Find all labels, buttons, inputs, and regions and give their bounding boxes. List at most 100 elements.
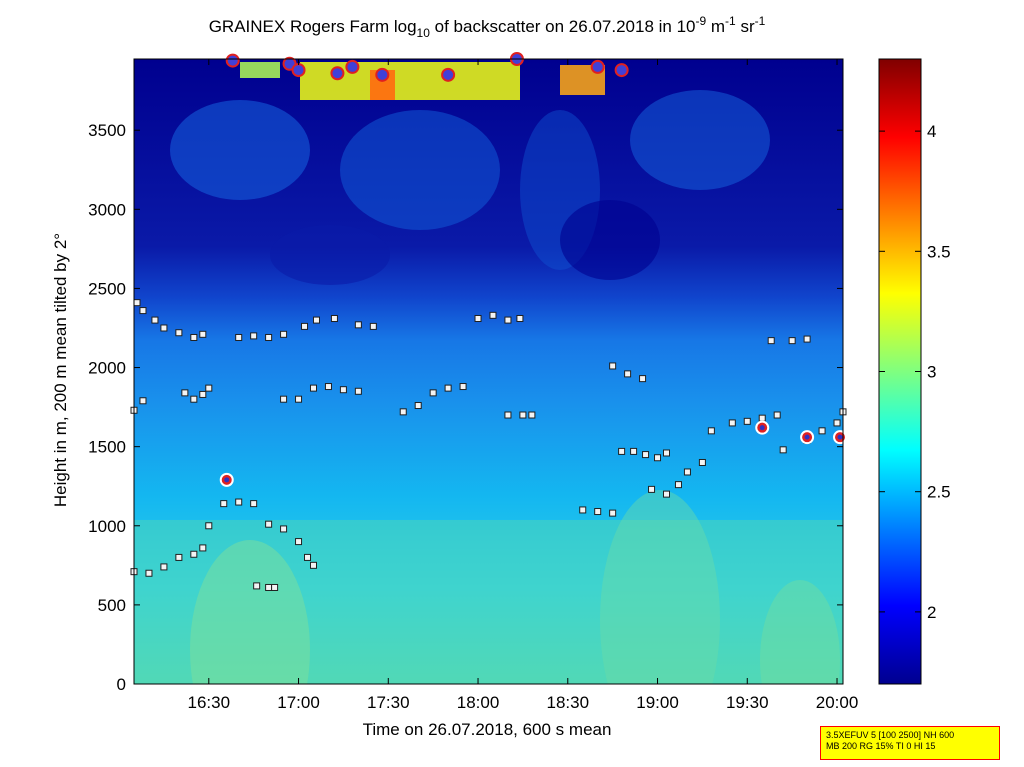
svg-text:GRAINEX Rogers Farm log10 of b: GRAINEX Rogers Farm log10 of backscatter…: [209, 14, 766, 40]
processing-info-box: 3.5XEFUV 5 [100 2500] NH 600 MB 200 RG 1…: [820, 726, 1000, 760]
layer-marker: [265, 520, 273, 528]
layer-marker: [205, 522, 213, 530]
layer-marker: [265, 583, 273, 591]
aerosol-top-marker: [590, 59, 605, 74]
layer-marker: [139, 397, 147, 405]
aerosol-top-marker: [330, 66, 345, 81]
y-tick-label: 3000: [88, 200, 126, 219]
x-tick-label: 18:00: [457, 693, 500, 712]
layer-marker: [767, 337, 775, 345]
x-tick-label: 19:00: [636, 693, 679, 712]
aerosol-top-marker: [375, 67, 390, 82]
aerosol-top-marker: [614, 63, 629, 78]
layer-marker: [151, 316, 159, 324]
aerosol-top-marker: [225, 53, 240, 68]
layer-marker: [139, 307, 147, 315]
layer-marker: [818, 427, 826, 435]
colorbar-tick-label: 3: [927, 363, 936, 382]
layer-marker: [743, 417, 751, 425]
layer-marker: [175, 553, 183, 561]
layer-marker: [190, 333, 198, 341]
cloud-marker-core: [837, 434, 843, 440]
layer-marker: [639, 375, 647, 383]
colorbar-ticks: 2 2.5 3 3.5 4: [879, 122, 951, 622]
y-tick-label: 500: [98, 596, 126, 615]
layer-marker: [309, 561, 317, 569]
layer-marker: [133, 299, 141, 307]
layer-marker: [145, 569, 153, 577]
layer-marker: [788, 337, 796, 345]
layer-marker: [339, 386, 347, 394]
x-tick-label: 17:30: [367, 693, 410, 712]
layer-marker: [369, 322, 377, 330]
layer-marker: [304, 553, 312, 561]
layer-marker: [160, 324, 168, 332]
y-tick-label: 3500: [88, 121, 126, 140]
x-tick-label: 18:30: [547, 693, 590, 712]
x-axis: 16:30 17:00 17:30 18:00 18:30 19:00 19:30 20:00: [188, 59, 859, 712]
aerosol-top-marker: [291, 63, 306, 78]
layer-marker: [618, 447, 626, 455]
x-tick-label: 17:00: [277, 693, 320, 712]
layer-marker: [301, 322, 309, 330]
plot-area: [130, 52, 848, 685]
layer-marker: [199, 390, 207, 398]
layer-marker: [309, 384, 317, 392]
plot-frame: [133, 58, 844, 685]
layer-marker: [519, 411, 527, 419]
y-tick-label: 2500: [88, 279, 126, 298]
x-tick-label: 16:30: [188, 693, 231, 712]
layer-marker: [516, 314, 524, 322]
layer-marker: [648, 485, 656, 493]
layer-marker: [253, 582, 261, 590]
layer-marker: [235, 498, 243, 506]
layer-marker: [220, 500, 228, 508]
layer-marker: [199, 330, 207, 338]
layer-marker: [190, 395, 198, 403]
layer-marker: [205, 384, 213, 392]
layer-marker: [265, 333, 273, 341]
layer-marker: [609, 362, 617, 370]
y-tick-label: 0: [117, 675, 126, 694]
x-tick-label: 20:00: [816, 693, 859, 712]
layer-marker: [662, 449, 670, 457]
layer-marker: [354, 321, 362, 329]
layer-marker: [489, 311, 497, 319]
layer-marker: [280, 395, 288, 403]
layer-marker: [175, 329, 183, 337]
aerosol-top-markers: [225, 52, 629, 82]
layer-marker: [250, 500, 258, 508]
layer-marker: [504, 411, 512, 419]
colorbar-tick-label: 4: [927, 122, 936, 141]
aerosol-top-marker: [345, 59, 360, 74]
layer-marker: [642, 451, 650, 459]
layer-marker: [295, 395, 303, 403]
aerosol-top-marker: [441, 67, 456, 82]
layer-marker: [324, 383, 332, 391]
y-tick-label: 1500: [88, 438, 126, 457]
layer-marker: [280, 525, 288, 533]
layer-marker: [779, 446, 787, 454]
colorbar-gradient: [878, 58, 922, 685]
info-line-1: 3.5XEFUV 5 [100 2500] NH 600: [826, 730, 955, 740]
layer-marker: [579, 506, 587, 514]
layer-marker: [594, 508, 602, 516]
x-tick-label: 19:30: [726, 693, 769, 712]
layer-marker: [474, 314, 482, 322]
y-axis: 0 500 1000 1500 2000 2500 3000 3500: [88, 121, 843, 694]
layer-marker: [271, 583, 279, 591]
layer-marker: [444, 384, 452, 392]
x-axis-label: Time on 26.07.2018, 600 s mean: [363, 720, 612, 739]
layer-marker: [707, 427, 715, 435]
layer-marker: [399, 408, 407, 416]
layer-marker: [190, 550, 198, 558]
layer-marker: [624, 370, 632, 378]
layer-marker: [295, 538, 303, 546]
layer-marker: [698, 458, 706, 466]
layer-marker: [354, 387, 362, 395]
y-tick-label: 2000: [88, 359, 126, 378]
colorbar-tick-label: 3.5: [927, 242, 951, 261]
layer-marker: [773, 411, 781, 419]
cloud-marker-core: [804, 434, 810, 440]
layer-marker: [250, 332, 258, 340]
